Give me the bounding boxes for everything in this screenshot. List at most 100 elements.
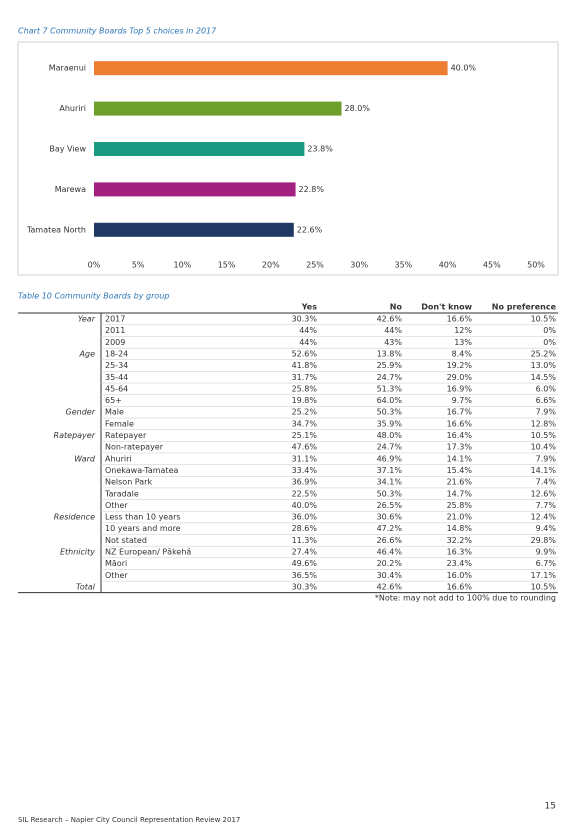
cell: 9.7% xyxy=(452,396,473,405)
row-label: 18-24 xyxy=(105,349,128,358)
cell: 16.6% xyxy=(447,582,473,591)
cell: 0% xyxy=(543,326,556,335)
bar xyxy=(94,61,448,76)
cell: 13% xyxy=(454,338,472,347)
cell: 33.4% xyxy=(292,466,318,475)
x-tick-label: 45% xyxy=(483,261,501,270)
cell: 22.5% xyxy=(292,489,318,498)
cell: 44% xyxy=(384,326,402,335)
cell: 9.4% xyxy=(536,524,557,533)
cell: 7.4% xyxy=(536,478,557,487)
cell: 9.9% xyxy=(536,548,557,557)
cell: 43% xyxy=(384,338,402,347)
page-number: 15 xyxy=(545,802,556,812)
row-label: Female xyxy=(105,419,134,428)
group-label: Ward xyxy=(74,454,96,463)
cell: 25.9% xyxy=(377,361,403,370)
cell: 6.0% xyxy=(536,384,557,393)
cell: 16.6% xyxy=(447,419,473,428)
cell: 31.1% xyxy=(292,454,318,463)
cell: 12.4% xyxy=(531,513,557,522)
bar xyxy=(94,101,342,116)
x-tick-label: 5% xyxy=(132,261,145,270)
x-tick-label: 40% xyxy=(439,261,457,270)
cell: 16.9% xyxy=(447,384,473,393)
category-label: Tamatea North xyxy=(26,225,86,234)
category-label: Ahuriri xyxy=(59,104,86,113)
row-label: Not stated xyxy=(105,536,147,545)
cell: 52.6% xyxy=(292,349,318,358)
cell: 49.6% xyxy=(292,559,318,568)
row-label: NZ European/ Pākehā xyxy=(105,548,191,557)
row-label: Less than 10 years xyxy=(105,513,181,522)
group-label: Age xyxy=(79,349,96,358)
cell: 29.0% xyxy=(447,373,473,382)
cell: 0% xyxy=(543,338,556,347)
cell: 19.2% xyxy=(447,361,473,370)
cell: 26.6% xyxy=(377,536,403,545)
value-label: 40.0% xyxy=(451,64,477,73)
cell: 36.5% xyxy=(292,571,318,580)
cell: 26.5% xyxy=(377,501,403,510)
cell: 32.2% xyxy=(447,536,473,545)
cell: 30.3% xyxy=(292,582,318,591)
cell: 24.7% xyxy=(377,443,403,452)
cell: 50.3% xyxy=(377,408,403,417)
cell: 29.8% xyxy=(531,536,557,545)
row-label: Taradale xyxy=(104,489,139,498)
cell: 40.0% xyxy=(292,501,318,510)
cell: 23.4% xyxy=(447,559,473,568)
row-label: Other xyxy=(105,571,128,580)
x-tick-label: 20% xyxy=(262,261,280,270)
cell: 30.6% xyxy=(377,513,403,522)
footer: SIL Research – Napier City Council Repre… xyxy=(18,816,240,824)
cell: 16.6% xyxy=(447,315,473,324)
cell: 30.4% xyxy=(377,571,403,580)
cell: 25.2% xyxy=(292,408,318,417)
cell: 10.5% xyxy=(531,315,557,324)
cell: 14.5% xyxy=(531,373,557,382)
column-header: No xyxy=(390,303,403,312)
cell: 30.3% xyxy=(292,315,318,324)
value-label: 28.0% xyxy=(345,104,371,113)
x-tick-label: 10% xyxy=(174,261,192,270)
cell: 47.2% xyxy=(377,524,403,533)
cell: 37.1% xyxy=(377,466,403,475)
cell: 34.1% xyxy=(377,478,403,487)
row-label: 2011 xyxy=(105,326,125,335)
bar xyxy=(94,182,296,197)
column-header: Don't know xyxy=(421,303,472,312)
cell: 46.9% xyxy=(377,454,403,463)
row-label: 2009 xyxy=(105,338,125,347)
cell: 25.8% xyxy=(447,501,473,510)
row-label: Other xyxy=(105,501,128,510)
x-tick-label: 25% xyxy=(306,261,324,270)
x-tick-label: 0% xyxy=(88,261,101,270)
cell: 25.1% xyxy=(292,431,318,440)
cell: 17.3% xyxy=(447,443,473,452)
row-label: Māori xyxy=(105,559,127,568)
cell: 19.8% xyxy=(292,396,318,405)
row-label: Non-ratepayer xyxy=(105,443,164,452)
cell: 36.9% xyxy=(292,478,318,487)
cell: 12.8% xyxy=(531,419,557,428)
cell: 12.6% xyxy=(531,489,557,498)
group-label: Ratepayer xyxy=(54,431,96,440)
cell: 7.7% xyxy=(536,501,557,510)
cell: 14.8% xyxy=(447,524,473,533)
cell: 10.5% xyxy=(531,431,557,440)
x-tick-label: 35% xyxy=(395,261,413,270)
cell: 44% xyxy=(299,338,317,347)
table-note: *Note: may not add to 100% due to roundi… xyxy=(375,594,556,603)
cell: 64.0% xyxy=(377,396,403,405)
row-label: Ratepayer xyxy=(105,431,147,440)
cell: 42.6% xyxy=(377,315,403,324)
cell: 46.4% xyxy=(377,548,403,557)
cell: 14.7% xyxy=(447,489,473,498)
cell: 28.6% xyxy=(292,524,318,533)
column-header: No preference xyxy=(492,303,557,312)
cell: 11.3% xyxy=(292,536,318,545)
cell: 7.9% xyxy=(536,454,557,463)
row-label: Onekawa-Tamatea xyxy=(105,466,179,475)
